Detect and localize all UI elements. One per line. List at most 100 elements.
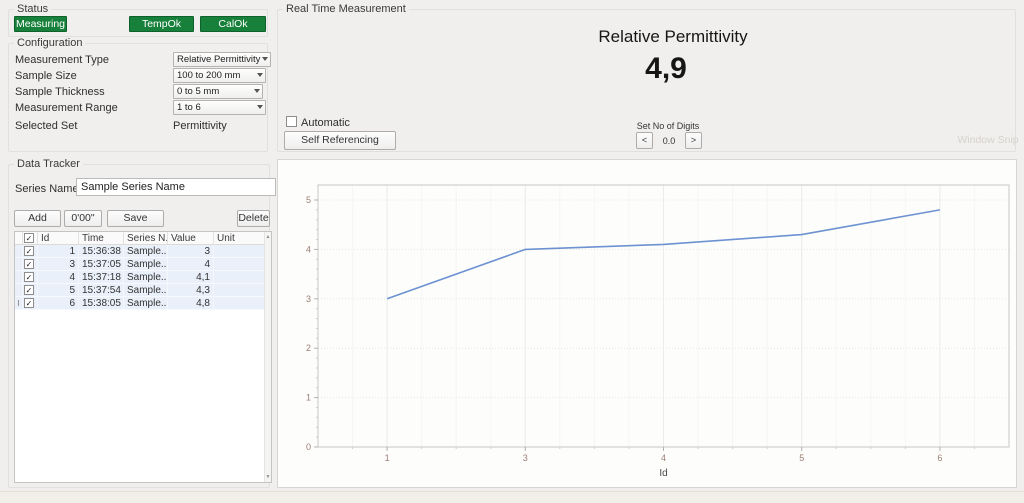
column-header-series[interactable]: Series N... <box>124 232 168 244</box>
sample-thickness-value: 0 to 5 mm <box>177 86 220 97</box>
table-row[interactable]: ✓ 3 15:37:05 Sample... 4 <box>15 258 271 271</box>
measurement-range-select[interactable]: 1 to 6 <box>173 100 266 115</box>
y-tick-label: 5 <box>306 195 311 205</box>
x-tick-label: 5 <box>799 453 804 463</box>
permittivity-line-chart: 0 1 2 3 4 5 1 3 4 5 6 Id <box>306 184 1010 479</box>
cell-unit <box>214 297 271 309</box>
row-header-cell <box>15 258 23 270</box>
sample-size-value: 100 to 200 mm <box>177 70 241 81</box>
digits-increase-button[interactable]: > <box>685 132 702 149</box>
measurement-value: 4,9 <box>645 52 687 85</box>
cell-id: 4 <box>38 271 79 283</box>
selected-set-label: Selected Set <box>15 120 78 132</box>
x-tick-label: 3 <box>523 453 528 463</box>
row-checkbox[interactable]: ✓ <box>24 272 34 282</box>
row-header-cell <box>15 271 23 283</box>
y-tick-label: 0 <box>306 442 311 452</box>
table-row[interactable]: ✓ 5 15:37:54 Sample... 4,3 <box>15 284 271 297</box>
x-tick-label: 1 <box>385 453 390 463</box>
sample-thickness-select[interactable]: 0 to 5 mm <box>173 84 263 99</box>
row-header-cell <box>15 245 23 257</box>
sample-size-select[interactable]: 100 to 200 mm <box>173 68 266 83</box>
sample-thickness-label: Sample Thickness <box>15 86 105 98</box>
y-tick-label: 1 <box>306 393 311 403</box>
digits-decrease-button[interactable]: < <box>636 132 653 149</box>
save-button[interactable]: Save <box>107 210 164 227</box>
row-checkbox-cell[interactable]: ✓ <box>23 258 38 270</box>
data-table: ✓ Id Time Series N... Value Unit ✓ 115:36… <box>14 231 272 483</box>
cell-unit <box>214 245 271 257</box>
row-header-cell <box>15 284 23 296</box>
cell-unit <box>214 258 271 270</box>
row-checkbox-cell[interactable]: ✓ <box>23 284 38 296</box>
cell-series: Sample... <box>124 297 168 309</box>
data-tracker-group: Data Tracker Series Name Add 0'00" Save … <box>8 158 276 488</box>
table-body: ✓ 1 15:36:38 Sample... 3 ✓ 3 15:37:05 Sample... 4… <box>15 245 271 310</box>
column-header-id[interactable]: Id <box>38 232 79 244</box>
x-axis-label: Id <box>659 468 667 479</box>
table-row[interactable]: I ✓ 6 15:38:05 Sample... 4,8 <box>15 297 271 310</box>
row-checkbox-cell[interactable]: ✓ <box>23 297 38 309</box>
cell-time: 15:37:18 <box>79 271 124 283</box>
cell-id: 3 <box>38 258 79 270</box>
y-tick-label: 3 <box>306 294 311 304</box>
measurement-type-select[interactable]: Relative Permittivity <box>173 52 271 67</box>
tempok-status-button[interactable]: TempOk <box>129 16 194 32</box>
cell-id: 6 <box>38 297 79 309</box>
chevron-down-icon <box>257 73 263 77</box>
row-checkbox[interactable]: ✓ <box>24 285 34 295</box>
measurement-range-label: Measurement Range <box>15 102 118 114</box>
configuration-group: Configuration Measurement Type Relative … <box>8 37 271 152</box>
cell-value: 3 <box>168 245 214 257</box>
cell-unit <box>214 271 271 283</box>
row-checkbox[interactable]: ✓ <box>24 298 34 308</box>
row-header-corner <box>15 232 23 244</box>
column-header-unit[interactable]: Unit <box>217 233 235 244</box>
cell-value: 4 <box>168 258 214 270</box>
cell-series: Sample... <box>124 271 168 283</box>
cell-series: Sample... <box>124 284 168 296</box>
row-checkbox-cell[interactable]: ✓ <box>23 245 38 257</box>
cell-value: 4,1 <box>168 271 214 283</box>
add-button[interactable]: Add <box>14 210 61 227</box>
cell-series: Sample... <box>124 245 168 257</box>
column-header-time[interactable]: Time <box>79 232 124 244</box>
cell-time: 15:37:54 <box>79 284 124 296</box>
scrollbar-down-icon[interactable]: ▼ <box>265 474 271 480</box>
automatic-label: Automatic <box>301 117 350 129</box>
measuring-status-button[interactable]: Measuring <box>14 16 67 32</box>
row-checkbox[interactable]: ✓ <box>24 259 34 269</box>
configuration-group-title: Configuration <box>14 37 86 49</box>
scrollbar-up-icon[interactable]: ▲ <box>265 234 271 240</box>
select-all-checkbox[interactable]: ✓ <box>24 233 34 243</box>
select-all-checkbox-cell[interactable]: ✓ <box>23 232 38 244</box>
data-tracker-group-title: Data Tracker <box>14 158 83 170</box>
table-row[interactable]: ✓ 4 15:37:18 Sample... 4,1 <box>15 271 271 284</box>
cell-value: 4,3 <box>168 284 214 296</box>
x-tick-label: 4 <box>661 453 666 463</box>
table-row[interactable]: ✓ 1 15:36:38 Sample... 3 <box>15 245 271 258</box>
delete-button[interactable]: Delete <box>237 210 270 227</box>
table-vertical-scrollbar[interactable]: ▲ ▼ <box>264 232 271 482</box>
column-header-value[interactable]: Value <box>168 232 214 244</box>
timer-button[interactable]: 0'00" <box>64 210 102 227</box>
cell-series: Sample... <box>124 258 168 270</box>
row-checkbox[interactable]: ✓ <box>24 246 34 256</box>
set-no-of-digits-label: Set No of Digits <box>636 121 700 131</box>
selected-set-value: Permittivity <box>173 120 227 132</box>
x-tick-label: 6 <box>937 453 942 463</box>
series-name-label: Series Name <box>15 183 79 195</box>
calok-status-button[interactable]: CalOk <box>200 16 266 32</box>
automatic-checkbox[interactable] <box>286 116 297 127</box>
digits-value: 0.0 <box>662 136 676 146</box>
chevron-down-icon <box>254 89 260 93</box>
measurement-range-value: 1 to 6 <box>177 102 201 113</box>
table-header-row: ✓ Id Time Series N... Value Unit <box>15 232 271 245</box>
self-referencing-button[interactable]: Self Referencing <box>284 131 396 150</box>
series-name-input[interactable] <box>76 178 276 196</box>
row-checkbox-cell[interactable]: ✓ <box>23 271 38 283</box>
sample-size-label: Sample Size <box>15 70 77 82</box>
measurement-type-label: Measurement Type <box>15 54 109 66</box>
data-series-line <box>386 209 941 300</box>
